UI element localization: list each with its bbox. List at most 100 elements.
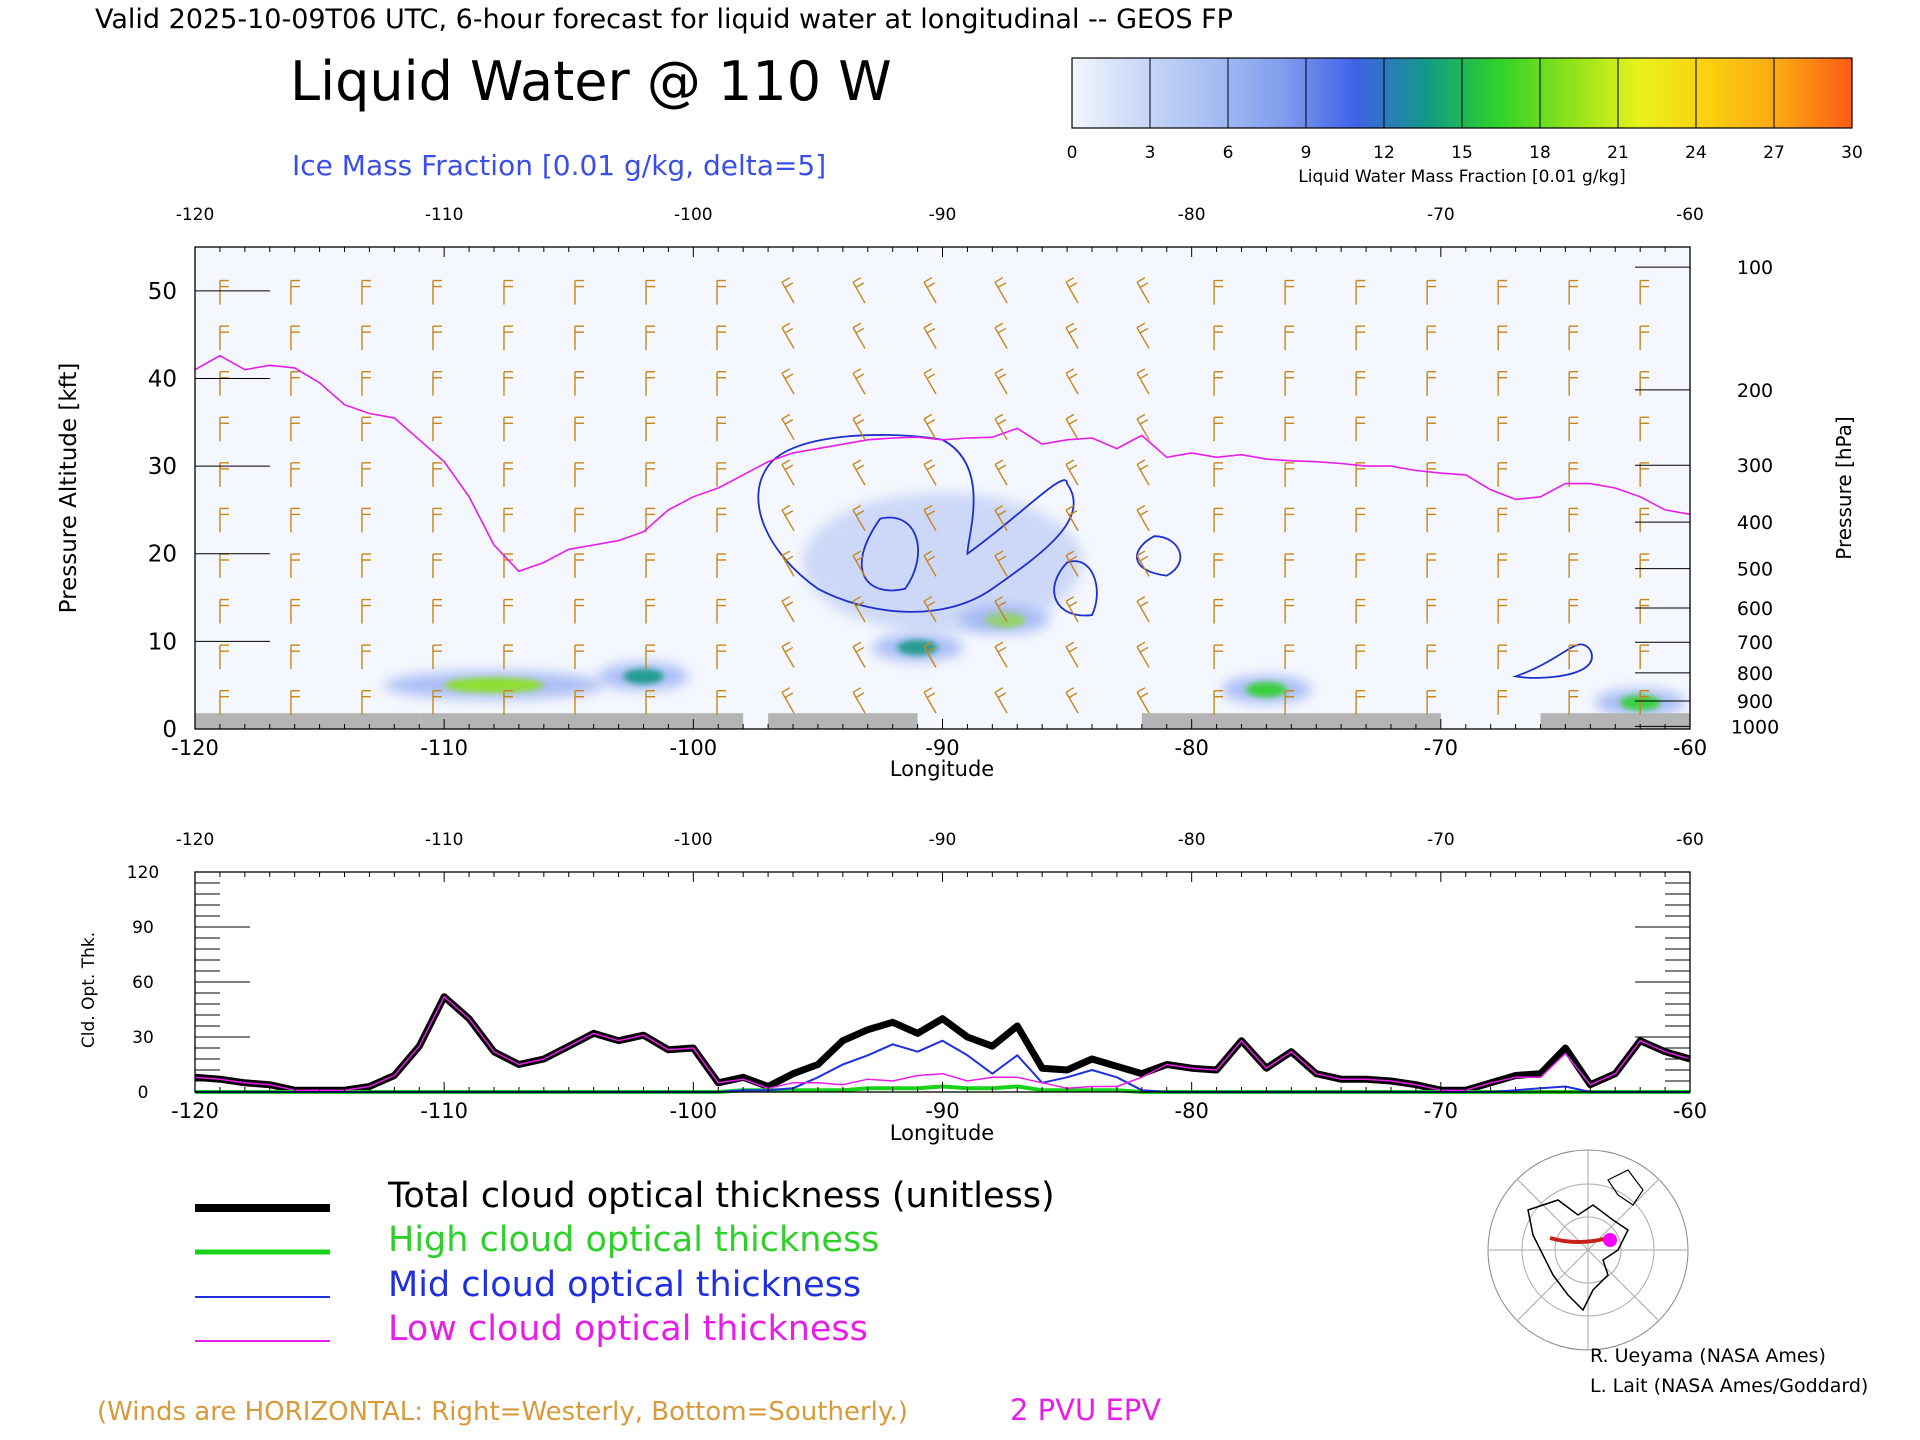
wind-barb: [574, 598, 584, 624]
top-x-tick-label-upper: -100: [674, 205, 713, 225]
bottom-x-tick-label: -60: [1673, 1099, 1707, 1123]
liquid-water-core: [444, 677, 544, 693]
wind-barb: [1639, 507, 1650, 533]
wind-barb: [994, 413, 1008, 441]
wind-barb: [1639, 598, 1650, 624]
wind-barb: [923, 687, 937, 714]
wind-barb: [1213, 416, 1224, 442]
colorbar-tick: 24: [1685, 143, 1707, 163]
wind-barb: [1355, 553, 1366, 578]
wind-barb: [852, 413, 866, 441]
wind-barb: [1136, 504, 1150, 532]
wind-barb: [290, 598, 300, 624]
bottom-x-tick-label: -80: [1175, 1099, 1209, 1123]
wind-barb: [1568, 644, 1579, 670]
colorbar-label: Liquid Water Mass Fraction [0.01 g/kg]: [1298, 167, 1625, 187]
bottom-x-tick-label: -70: [1424, 1099, 1458, 1123]
wind-barb: [994, 504, 1008, 532]
top-x-tick-label-upper: -60: [1676, 205, 1704, 225]
wind-barb: [219, 416, 229, 442]
wind-barb: [994, 368, 1008, 395]
legend-low: Low cloud optical thickness: [388, 1309, 868, 1349]
wind-barb: [716, 598, 727, 624]
wind-barb: [1568, 690, 1579, 715]
bottom-x-tick-label-upper: -110: [425, 830, 464, 850]
wind-barb: [1284, 644, 1295, 670]
wind-barb: [1213, 462, 1224, 487]
wind-barb: [716, 553, 727, 578]
wind-barbs: [219, 277, 1650, 715]
wind-barb: [645, 371, 655, 396]
terrain-segment: [768, 713, 918, 729]
wind-barb: [1065, 641, 1079, 668]
terrain-segment: [1141, 713, 1267, 729]
wind-barb: [1284, 553, 1295, 578]
wind-barb: [645, 507, 655, 533]
wind-barb: [361, 644, 371, 670]
colorbar-tick: 3: [1145, 143, 1156, 163]
top-y-tick-label: 20: [148, 542, 177, 568]
top-x-tick-label-upper: -110: [425, 205, 464, 225]
wind-barb: [852, 504, 866, 532]
wind-barb: [645, 598, 655, 624]
bottom-x-tick-label: -120: [171, 1099, 219, 1123]
wind-barb: [503, 598, 513, 624]
top-xlabel: Longitude: [890, 757, 994, 781]
credit-ueyama: R. Ueyama (NASA Ames): [1590, 1345, 1826, 1367]
wind-barb: [432, 690, 442, 715]
pressure-tick-label: 100: [1737, 257, 1773, 279]
wind-barb: [1213, 598, 1224, 624]
wind-barb: [1497, 507, 1508, 533]
wind-barb: [1355, 279, 1366, 305]
wind-barb: [1426, 279, 1437, 305]
wind-barb: [1213, 644, 1224, 670]
wind-barb: [361, 279, 371, 305]
terrain-segment: [1266, 713, 1441, 729]
wind-barb: [923, 596, 937, 623]
wind-barb: [1065, 322, 1079, 349]
wind-barb: [503, 507, 513, 533]
bottom-x-tick-label-upper: -90: [929, 830, 957, 850]
wind-barb: [1136, 596, 1150, 623]
wind-barb: [361, 371, 371, 396]
wind-barb: [1426, 690, 1437, 715]
wind-barb: [1213, 279, 1224, 305]
terrain-segment: [1540, 713, 1690, 729]
wind-barb: [716, 462, 727, 487]
wind-barb: [1136, 550, 1150, 577]
wind-barb: [1136, 368, 1150, 395]
wind-barb: [1355, 462, 1366, 487]
wind-barb: [716, 644, 727, 670]
colorbar-tick: 9: [1301, 143, 1312, 163]
wind-barb: [1639, 462, 1650, 487]
wind-barb: [503, 371, 513, 396]
terrain-segment: [195, 713, 420, 729]
pv2-line: [194, 354, 1691, 573]
wind-barb: [1497, 644, 1508, 670]
wind-barb: [1426, 462, 1437, 487]
wind-barb: [219, 371, 229, 396]
wind-barb: [503, 279, 513, 305]
top-y-tick-label: 30: [148, 454, 177, 480]
wind-barb: [219, 690, 229, 715]
wind-barb: [1426, 507, 1437, 533]
bottom-axes: -120 -110 -100 -90 -80 -70 -60 -120 -110 -100 -90 -…: [127, 830, 1707, 1123]
wind-barb: [1497, 598, 1508, 624]
bottom-x-tick-label-upper: -100: [674, 830, 713, 850]
top-x-tick-label: -70: [1424, 736, 1458, 760]
bottom-x-tick-label-upper: -70: [1427, 830, 1455, 850]
wind-barb: [432, 598, 442, 624]
wind-barb: [1568, 416, 1579, 442]
wind-barb: [1497, 462, 1508, 487]
wind-barb: [290, 690, 300, 715]
wind-barb: [219, 279, 229, 305]
wind-barb: [923, 550, 937, 577]
wind-barb: [923, 413, 937, 441]
wind-barb: [1213, 507, 1224, 533]
wind-barb: [1284, 598, 1295, 624]
colorbar-tick: 30: [1841, 143, 1863, 163]
winds-note: (Winds are HORIZONTAL: Right=Westerly, B…: [97, 1397, 908, 1427]
wind-barb: [1426, 644, 1437, 670]
wind-barb: [574, 416, 584, 442]
liquid-water-core: [1246, 681, 1287, 698]
